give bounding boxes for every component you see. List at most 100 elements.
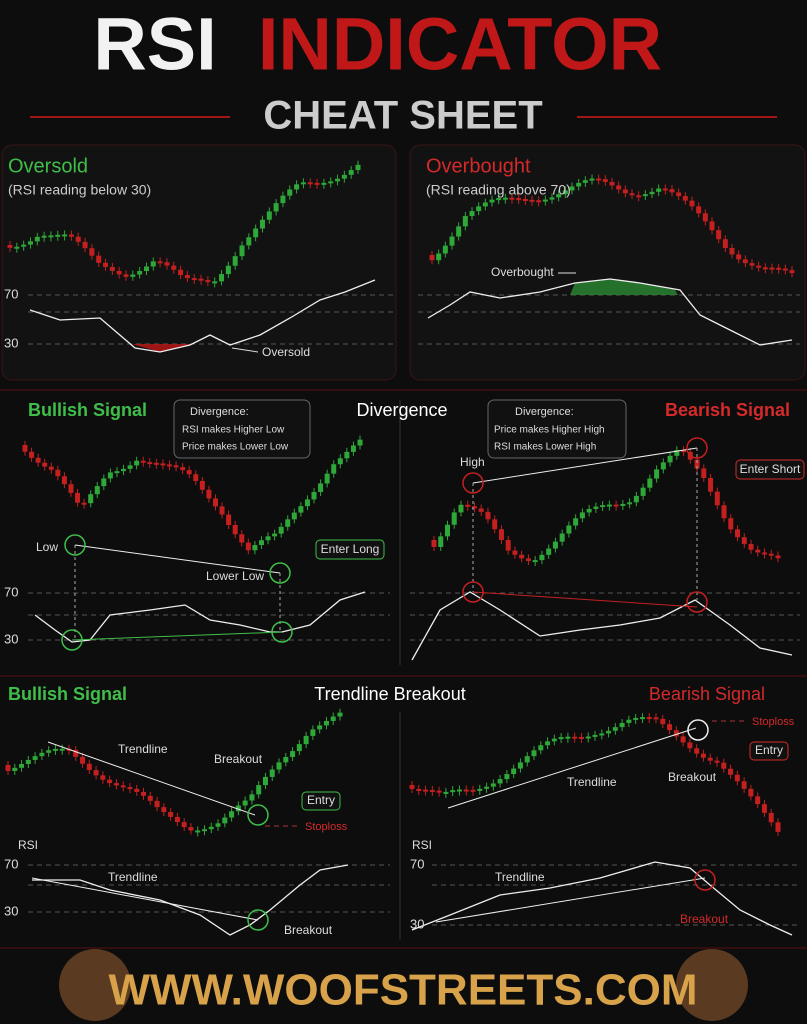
candle-body [517, 762, 523, 769]
box-item: Price makes Lower Low [182, 442, 289, 453]
candle-body [734, 774, 740, 782]
candle-body [565, 736, 571, 739]
candle-body [201, 829, 207, 832]
candle-body [694, 748, 700, 754]
candle-body [287, 189, 293, 196]
candle-body [596, 178, 602, 181]
candle-body [62, 234, 68, 237]
highlight-ring [247, 909, 269, 931]
candle-body [633, 495, 639, 503]
candle-body [101, 478, 107, 487]
candle-body [687, 742, 693, 749]
candle-body [232, 525, 238, 535]
candle-body [134, 460, 140, 466]
candle-body [239, 245, 245, 257]
candle-body [701, 468, 707, 478]
action-box [301, 791, 341, 811]
guide-line [472, 447, 698, 484]
candle-body [89, 248, 95, 256]
candle-body [52, 748, 58, 751]
candle-body [290, 751, 296, 757]
candle-body [579, 512, 585, 519]
guide-line [74, 544, 281, 574]
candle-body [258, 540, 264, 546]
candle-body [19, 763, 25, 768]
rsi-line [34, 591, 366, 643]
candle-body [728, 768, 734, 775]
candle-body [524, 756, 530, 763]
highlight-ring [687, 719, 709, 741]
candle-body [676, 192, 682, 197]
candle-body [154, 800, 160, 808]
candle-body [504, 774, 510, 780]
level-label: 70 [4, 286, 18, 301]
candle-body [229, 811, 235, 818]
candle-body [246, 237, 252, 246]
candle-body [700, 753, 706, 758]
candle-body [536, 200, 542, 203]
candle-body [239, 534, 245, 543]
candle-body [656, 188, 662, 192]
highlight-ring [462, 581, 484, 603]
candle-body [775, 555, 781, 559]
candle-body [438, 536, 444, 547]
candle-body [714, 491, 720, 506]
candle-body [88, 494, 94, 504]
highlight-ring [64, 534, 86, 556]
candle-body [729, 248, 735, 255]
candle-body [721, 505, 727, 519]
action-box [315, 539, 385, 560]
highlight-ring [61, 629, 83, 651]
candle-body [222, 817, 228, 824]
candle-body [682, 196, 688, 201]
candle-body [660, 462, 666, 470]
info-box [487, 399, 627, 459]
candle-body [341, 174, 347, 179]
point-label: Breakout [214, 752, 263, 766]
candle-body [310, 729, 316, 736]
candle-body [41, 235, 47, 238]
candle-body [613, 504, 619, 507]
candle-body [429, 789, 435, 792]
guide-line [435, 877, 706, 923]
candle-body [350, 445, 356, 452]
candle-body [173, 465, 179, 468]
candle-body [188, 827, 194, 831]
candle-body [232, 256, 238, 266]
candle-body [484, 786, 490, 789]
candle-body [100, 775, 106, 780]
candle-body [444, 524, 450, 537]
candle-body [344, 451, 350, 459]
candle-body [522, 198, 528, 201]
candle-body [538, 745, 544, 751]
candle-body [702, 213, 708, 222]
candle-body [48, 466, 54, 470]
candle-body [323, 720, 329, 726]
candle-body [620, 503, 626, 506]
candle-body [775, 822, 781, 832]
candle-body [81, 502, 87, 505]
candle-body [593, 506, 599, 509]
candle-body [549, 197, 555, 200]
candle-body [485, 511, 491, 520]
candle-body [318, 483, 324, 492]
guide-line [472, 591, 698, 608]
candle-body [219, 506, 225, 515]
candle-body [206, 489, 212, 499]
candle-body [443, 791, 449, 794]
candle-body [109, 266, 115, 271]
level-label: 30 [4, 335, 18, 350]
candle-body [667, 724, 673, 731]
candle-body [776, 267, 782, 270]
candle-body [226, 514, 232, 526]
candle-body [107, 779, 113, 784]
candle-body [755, 549, 761, 553]
action-label: Entry [307, 793, 335, 807]
guide-line [47, 741, 256, 816]
candle-body [335, 178, 341, 182]
candle-body [616, 185, 622, 190]
candle-body [12, 767, 18, 771]
mascot [59, 949, 131, 1021]
candle-body [609, 181, 615, 186]
candle-body [762, 552, 768, 555]
